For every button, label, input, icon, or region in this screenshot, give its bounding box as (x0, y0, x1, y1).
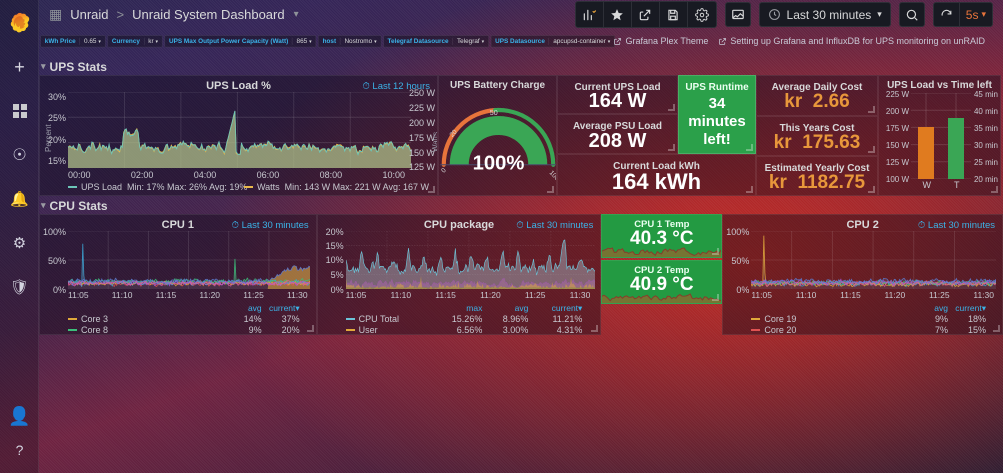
svg-text:0: 0 (440, 167, 448, 175)
svg-text:100: 100 (548, 170, 557, 183)
svg-text:100%: 100% (473, 153, 525, 175)
svg-text:50: 50 (490, 109, 498, 117)
